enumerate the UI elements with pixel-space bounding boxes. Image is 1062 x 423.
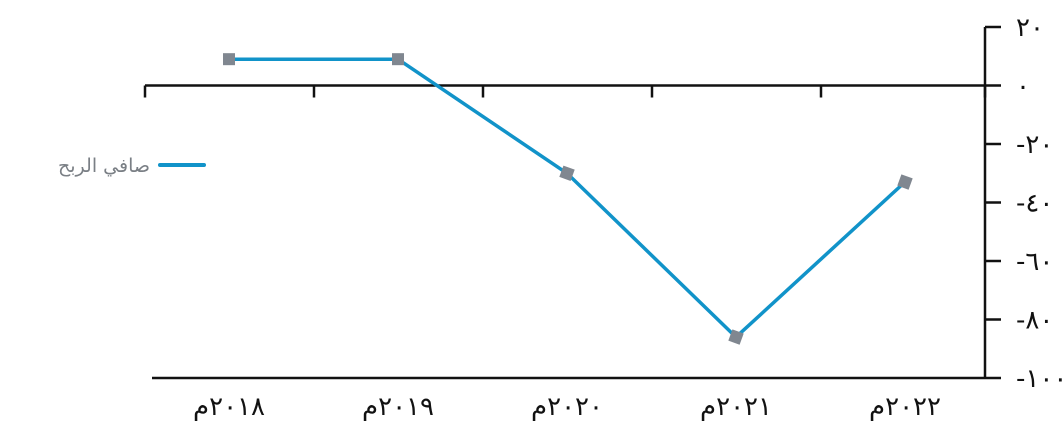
- axes: [145, 27, 987, 380]
- series-line: [229, 57, 907, 339]
- y-tick-label: ٠: [1016, 72, 1030, 102]
- x-axis-ticks: ٢٠١٨م ٢٠١٩م ٢٠٢٠م ٢٠٢١م ٢٠٢٢م: [143, 85, 987, 422]
- legend-label: صافي الربح: [58, 155, 150, 177]
- y-tick-label: -٤٠: [1016, 189, 1053, 219]
- y-tick-label: -٢٠: [1016, 130, 1053, 160]
- series: [223, 53, 913, 345]
- x-tick-label: ٢٠٢٢م: [869, 392, 941, 422]
- y-tick-label: ٢٠: [1016, 13, 1044, 43]
- y-axis-ticks: ٢٠ ٠ -٢٠ -٤٠ -٦٠ -٨٠ -١٠٠: [985, 13, 1062, 394]
- data-point: [728, 329, 744, 345]
- y-tick-label: -٦٠: [1016, 247, 1053, 277]
- x-tick-label: ٢٠٢٠م: [531, 392, 603, 422]
- data-point: [392, 53, 404, 66]
- data-point: [559, 165, 575, 181]
- data-point: [897, 174, 913, 190]
- x-tick-label: ٢٠٢١م: [700, 392, 772, 422]
- legend: صافي الربح: [58, 155, 206, 177]
- x-tick-label: ٢٠١٩م: [362, 392, 434, 422]
- data-point: [223, 53, 235, 66]
- x-tick-label: ٢٠١٨م: [193, 392, 265, 422]
- y-tick-label: -١٠٠: [1016, 364, 1062, 394]
- y-tick-label: -٨٠: [1016, 306, 1053, 336]
